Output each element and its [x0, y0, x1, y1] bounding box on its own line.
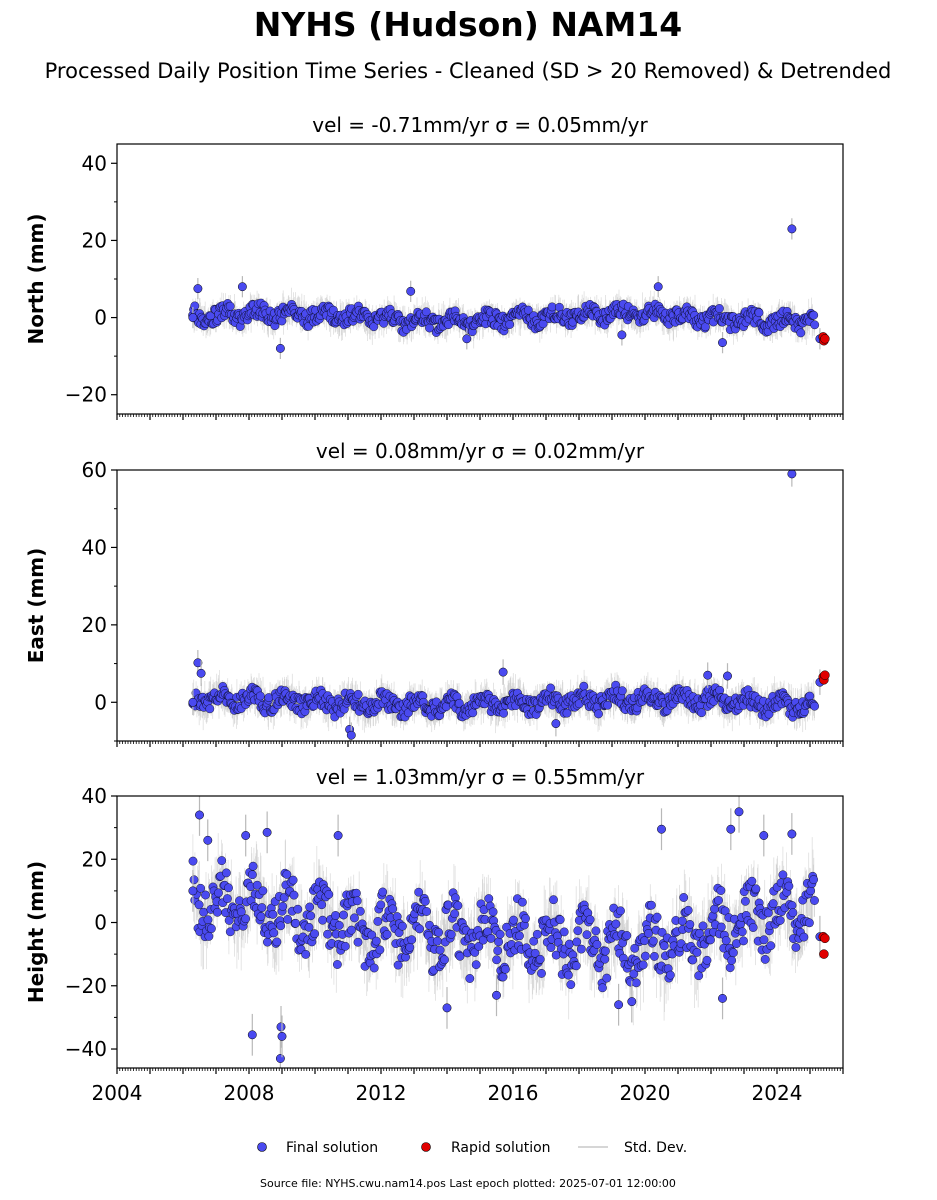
daily-point [805, 691, 815, 701]
daily-point [353, 689, 363, 699]
daily-point [190, 301, 200, 311]
final-point [703, 670, 713, 680]
final-point [193, 658, 203, 668]
daily-point [468, 708, 478, 718]
final-point [462, 334, 472, 344]
daily-point [546, 683, 555, 693]
final-point [718, 338, 727, 348]
figure-subtitle: Processed Daily Position Time Series - C… [45, 59, 892, 83]
panel-title-0: vel = -0.71mm/yr σ = 0.05mm/yr [312, 113, 648, 137]
daily-cloud-0 [188, 287, 820, 349]
y-tick-label: 20 [82, 613, 107, 637]
daily-point [499, 708, 508, 718]
daily-point [796, 328, 806, 338]
daily-point [810, 320, 820, 330]
daily-point [562, 708, 572, 718]
figure-title: NYHS (Hudson) NAM14 [254, 5, 683, 44]
panel-0: −20 0 20 40 vel = -0.71mm/yr σ = 0.05mm/yr No… [24, 113, 844, 420]
axes-frame-0 [116, 143, 844, 415]
final-point [188, 697, 198, 707]
final-point [275, 343, 285, 353]
y-axis-label-0: North (mm) [24, 213, 48, 344]
rapid-point [820, 334, 830, 344]
final-point [498, 667, 508, 677]
y-tick-label: 40 [82, 535, 107, 559]
daily-point [255, 691, 265, 701]
y-tick-label: 20 [82, 228, 107, 252]
plot-area-0 [188, 218, 830, 360]
final-point [406, 286, 416, 296]
daily-point [754, 308, 764, 318]
final-point [787, 224, 797, 234]
final-point [551, 719, 561, 729]
plot-area-1 [188, 470, 830, 741]
daily-point [579, 681, 589, 691]
daily-point [594, 709, 603, 719]
daily-point [715, 685, 725, 695]
y-tick-label: 0 [94, 690, 107, 714]
final-point [346, 730, 356, 740]
final-point [617, 330, 627, 340]
daily-point [421, 307, 431, 317]
panels: −20 0 20 40 vel = -0.71mm/yr σ = 0.05mm/yr No… [24, 113, 844, 1105]
rapid-point [820, 670, 830, 680]
final-point [188, 313, 198, 323]
final-point [196, 668, 206, 678]
daily-point [809, 310, 819, 320]
final-point [723, 671, 732, 681]
y-tick-label: 0 [94, 306, 107, 330]
daily-point [697, 708, 706, 718]
daily-point [505, 320, 515, 329]
y-tick-label: −20 [65, 383, 107, 407]
daily-cloud-1 [188, 669, 819, 734]
daily-point [810, 701, 819, 711]
y-tick-label: 40 [82, 151, 107, 175]
final-point [237, 282, 247, 292]
daily-point [617, 686, 627, 696]
daily-point [205, 704, 215, 714]
daily-point [715, 304, 724, 313]
final-point [193, 284, 203, 294]
daily-point [225, 301, 235, 311]
final-point [653, 282, 663, 292]
final-point [787, 470, 797, 479]
daily-point [603, 700, 612, 710]
y-tick-label: 60 [82, 458, 107, 482]
